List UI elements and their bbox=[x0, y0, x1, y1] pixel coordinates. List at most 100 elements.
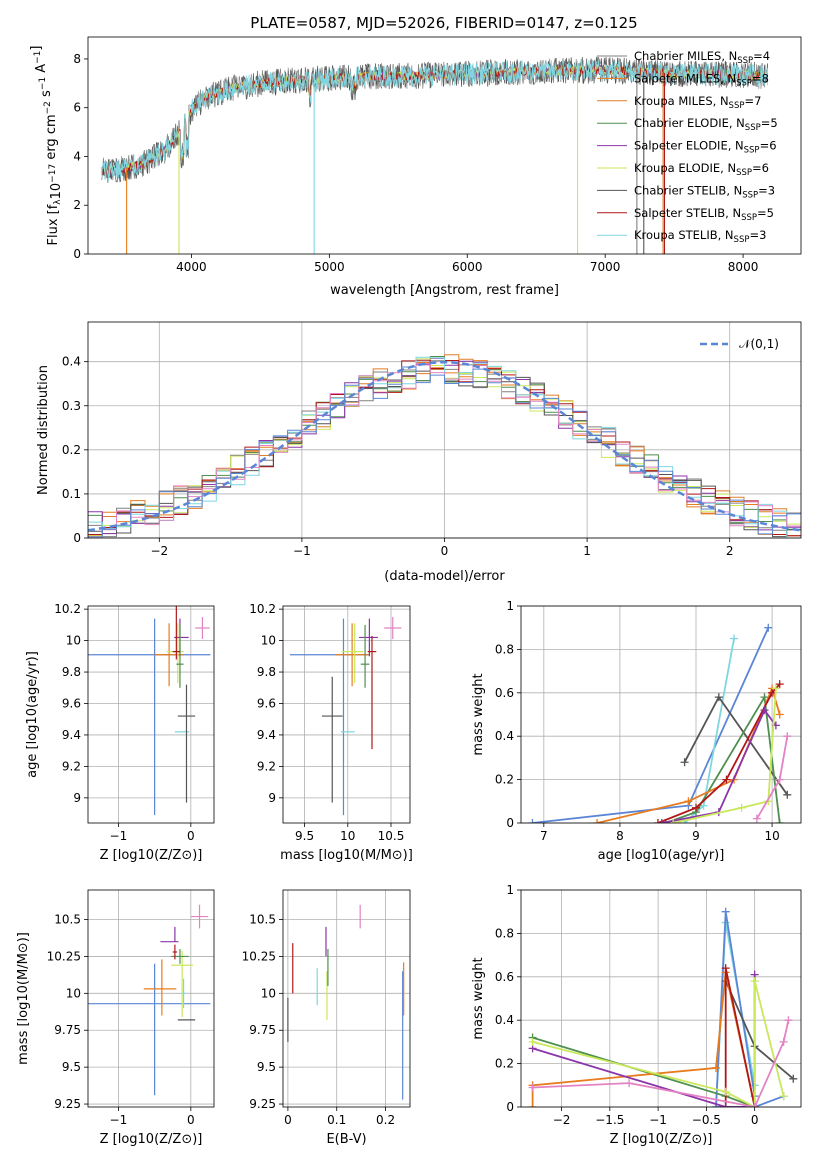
x-axis-label: Z [log10(Z/Z⊙)] bbox=[100, 1132, 203, 1147]
y-tick-label: 10.25 bbox=[47, 949, 81, 963]
y-tick-label: 0 bbox=[506, 816, 514, 830]
x-tick-label: 0 bbox=[441, 544, 449, 558]
x-tick-label: −1.5 bbox=[595, 1113, 624, 1127]
weight-marker bbox=[692, 803, 700, 812]
weight-marker bbox=[699, 801, 708, 810]
weight-marker bbox=[760, 706, 769, 715]
y-axis-label: age [log10(age/yr)] bbox=[25, 651, 40, 778]
y-tick-label: 10 bbox=[66, 986, 81, 1000]
y-tick-label: 4 bbox=[73, 149, 81, 163]
legend-label: Chabrier MILES, NSSP=4 bbox=[634, 49, 770, 66]
y-tick-label: 10.5 bbox=[54, 913, 81, 927]
spectrum-legend: Chabrier MILES, NSSP=4 Salpeter MILES, NS… bbox=[597, 49, 778, 245]
x-tick-label: 0 bbox=[284, 1113, 292, 1127]
weight-marker bbox=[593, 819, 602, 823]
x-tick-label: 8 bbox=[616, 829, 624, 843]
y-tick-label: 9.4 bbox=[62, 728, 81, 742]
y-axis-label: mass weight bbox=[471, 957, 486, 1039]
weight-marker bbox=[779, 1092, 788, 1101]
legend-label: Kroupa MILES, NSSP=7 bbox=[634, 94, 761, 111]
x-tick-label: 2 bbox=[726, 544, 734, 558]
weight-marker bbox=[760, 693, 769, 702]
y-tick-label: 0.2 bbox=[495, 773, 514, 787]
y-tick-label: 0.6 bbox=[495, 686, 514, 700]
y-tick-label: 0.6 bbox=[495, 970, 514, 984]
y-tick-label: 2 bbox=[73, 198, 81, 212]
y-tick-label: 9.4 bbox=[257, 728, 276, 742]
legend-label: Kroupa ELODIE, NSSP=6 bbox=[634, 161, 769, 178]
weight-marker bbox=[669, 819, 678, 823]
x-tick-label: 10 bbox=[764, 829, 779, 843]
weight-marker bbox=[775, 775, 784, 784]
weight-marker bbox=[750, 1103, 759, 1107]
normal-curve bbox=[88, 360, 801, 532]
x-tick-label: 9.5 bbox=[295, 829, 314, 843]
y-tick-label: 10.2 bbox=[249, 602, 276, 616]
x-tick-label: 8000 bbox=[728, 260, 759, 274]
figure-title: PLATE=0587, MJD=52026, FIBERID=0147, z=0… bbox=[250, 14, 637, 32]
x-tick-label: 7000 bbox=[590, 260, 621, 274]
weight-marker bbox=[714, 693, 723, 702]
y-tick-label: 10 bbox=[261, 634, 276, 648]
weight-marker bbox=[764, 623, 773, 632]
weight-line-3 bbox=[724, 980, 794, 1080]
y-axis-label: mass [log10(M/M⊙)] bbox=[16, 932, 31, 1065]
x-axis-label: (data-model)/error bbox=[384, 569, 505, 584]
axes-frame bbox=[87, 36, 802, 255]
plot-area bbox=[88, 904, 211, 1096]
x-axis-label: Z [log10(Z/Z⊙)] bbox=[610, 1132, 713, 1147]
y-tick-label: 9.6 bbox=[257, 696, 276, 710]
x-tick-label: 0 bbox=[187, 1113, 195, 1127]
weight-marker bbox=[721, 1103, 730, 1107]
plot-area bbox=[101, 56, 768, 254]
x-axis-label: Z [log10(Z/Z⊙)] bbox=[100, 848, 203, 863]
weight-marker bbox=[771, 684, 780, 693]
x-tick-label: −2 bbox=[553, 1113, 571, 1127]
axes-frame bbox=[87, 889, 215, 1108]
x-tick-label: −1 bbox=[110, 1113, 128, 1127]
x-tick-label: 0.1 bbox=[327, 1113, 346, 1127]
y-axis-label: Flux [fλ10−17 erg cm−2 s−1 A−1] bbox=[29, 46, 64, 246]
axes-frame bbox=[520, 889, 802, 1108]
x-tick-label: 9 bbox=[692, 829, 700, 843]
weight-marker bbox=[783, 732, 792, 741]
legend-label: Chabrier ELODIE, NSSP=5 bbox=[634, 116, 778, 133]
weight-marker bbox=[775, 710, 784, 719]
x-axis-label: age [log10(age/yr)] bbox=[598, 848, 725, 863]
legend-label: Salpeter STELIB, NSSP=5 bbox=[634, 206, 774, 223]
histogram-9 bbox=[88, 363, 801, 538]
y-axis-label: Normed distribution bbox=[36, 365, 51, 495]
weight-line-0 bbox=[532, 627, 770, 823]
y-tick-label: 9.8 bbox=[257, 665, 276, 679]
y-tick-label: 10.2 bbox=[54, 602, 81, 616]
legend-label: Salpeter ELODIE, NSSP=6 bbox=[634, 139, 777, 156]
weight-marker bbox=[721, 964, 730, 973]
x-tick-label: 7 bbox=[540, 829, 548, 843]
plot-area bbox=[287, 904, 405, 1100]
y-tick-label: 10.5 bbox=[249, 913, 276, 927]
y-tick-label: 9.75 bbox=[54, 1023, 81, 1037]
weight-line-4 bbox=[532, 1036, 756, 1107]
weight-marker bbox=[528, 1083, 537, 1092]
y-tick-label: 1 bbox=[506, 599, 514, 613]
legend-label: Chabrier STELIB, NSSP=3 bbox=[634, 183, 775, 200]
panel-weight_vs_age: 7 8 9 10 0 0.2 0.4 0.6 0.8 1 age [log10(age/yr)] ma… bbox=[471, 599, 802, 863]
weight-marker bbox=[653, 819, 662, 823]
y-tick-label: 9.5 bbox=[257, 1060, 276, 1074]
x-tick-label: 5000 bbox=[314, 260, 345, 274]
weight-marker bbox=[712, 1063, 721, 1072]
y-tick-label: 0 bbox=[73, 247, 81, 261]
weight-marker bbox=[721, 1087, 730, 1096]
legend-label: 𝒩(0,1) bbox=[739, 337, 779, 351]
panel-spectrum: 4000 5000 6000 7000 8000 0 2 4 6 8 wavelength [Ang… bbox=[29, 36, 802, 298]
weight-marker bbox=[657, 819, 666, 823]
y-tick-label: 9.2 bbox=[257, 759, 276, 773]
weight-marker bbox=[779, 1037, 788, 1046]
weight-line-0 bbox=[716, 1095, 784, 1107]
weight-line-8 bbox=[532, 980, 785, 1107]
y-tick-label: 0.4 bbox=[495, 1013, 514, 1027]
y-tick-label: 0.3 bbox=[62, 399, 81, 413]
legend-label: Kroupa STELIB, NSSP=3 bbox=[634, 228, 766, 245]
y-tick-label: 10 bbox=[66, 634, 81, 648]
